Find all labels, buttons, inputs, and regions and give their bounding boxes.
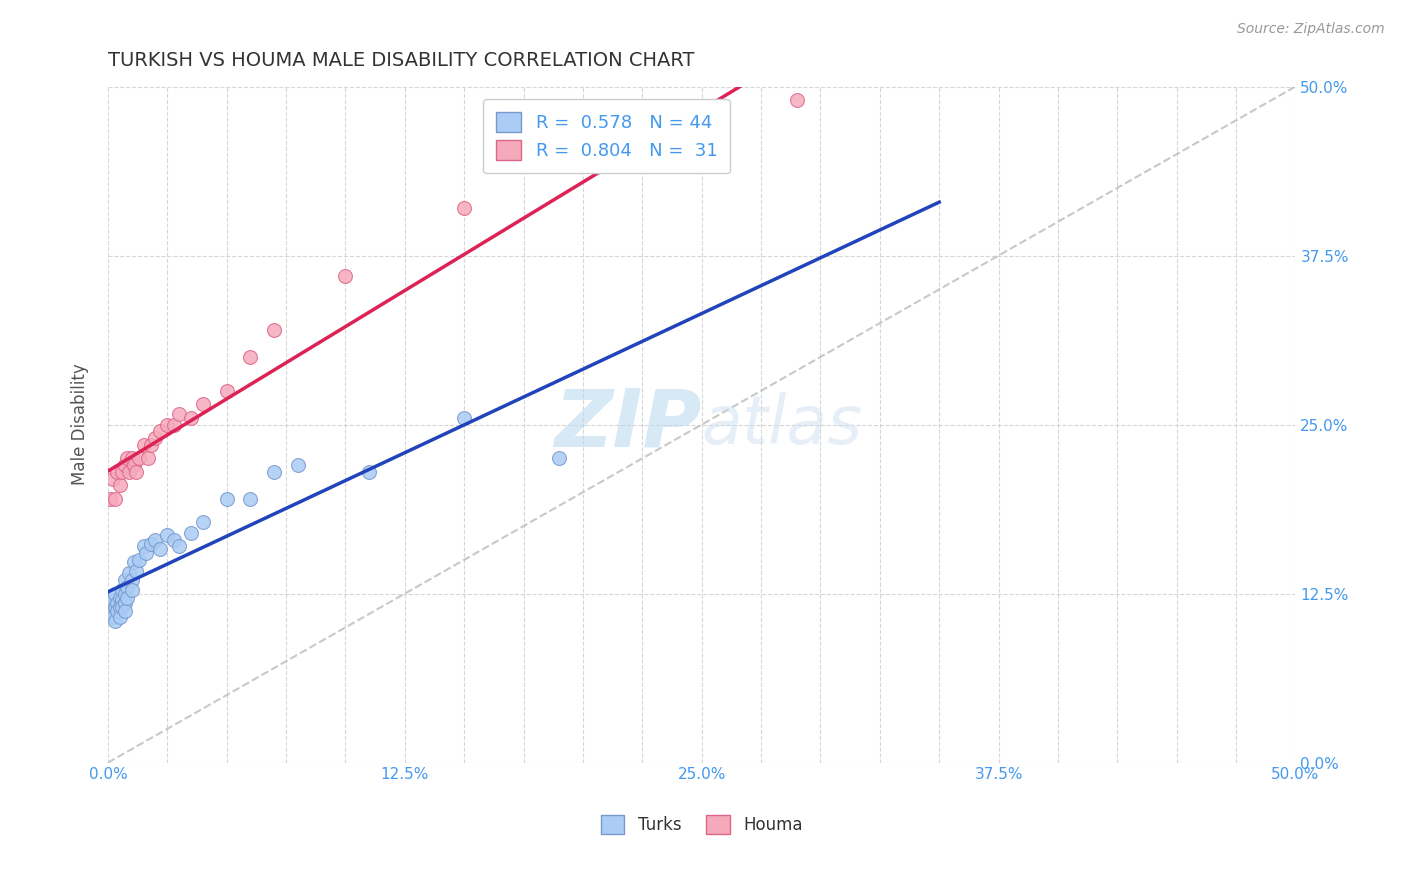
Point xyxy=(215,384,238,398)
Point xyxy=(104,600,127,615)
Point xyxy=(786,93,808,107)
Point xyxy=(121,582,143,597)
Point xyxy=(263,465,285,479)
Point xyxy=(107,465,129,479)
Point xyxy=(118,566,141,581)
Point xyxy=(163,533,186,547)
Point xyxy=(108,591,131,605)
Point xyxy=(111,600,134,615)
Point xyxy=(180,410,202,425)
Legend: Turks, Houma: Turks, Houma xyxy=(595,808,808,841)
Point xyxy=(111,465,134,479)
Y-axis label: Male Disability: Male Disability xyxy=(72,364,89,485)
Point xyxy=(548,451,571,466)
Point xyxy=(115,591,138,605)
Point xyxy=(128,451,150,466)
Point xyxy=(114,604,136,618)
Point xyxy=(239,350,262,364)
Point xyxy=(107,596,129,610)
Point xyxy=(104,491,127,506)
Point xyxy=(215,491,238,506)
Point xyxy=(132,539,155,553)
Point xyxy=(453,201,475,215)
Point xyxy=(145,431,167,445)
Text: atlas: atlas xyxy=(702,392,863,458)
Point xyxy=(114,586,136,600)
Point xyxy=(167,539,190,553)
Point xyxy=(139,438,162,452)
Point xyxy=(125,465,148,479)
Point xyxy=(115,580,138,594)
Point xyxy=(690,134,713,148)
Point xyxy=(107,604,129,618)
Point xyxy=(104,614,127,628)
Point xyxy=(572,153,595,168)
Point xyxy=(111,593,134,607)
Point xyxy=(180,525,202,540)
Point xyxy=(145,533,167,547)
Point xyxy=(191,515,214,529)
Text: Source: ZipAtlas.com: Source: ZipAtlas.com xyxy=(1237,22,1385,37)
Point xyxy=(263,323,285,337)
Text: TURKISH VS HOUMA MALE DISABILITY CORRELATION CHART: TURKISH VS HOUMA MALE DISABILITY CORRELA… xyxy=(108,51,695,70)
Point xyxy=(149,425,172,439)
Point xyxy=(156,528,179,542)
Point xyxy=(138,451,160,466)
Point xyxy=(98,491,121,506)
Point xyxy=(108,600,131,615)
Point xyxy=(156,417,179,432)
Point xyxy=(239,491,262,506)
Point xyxy=(108,478,131,492)
Point xyxy=(101,472,124,486)
Point xyxy=(191,397,214,411)
Point xyxy=(287,458,309,472)
Point xyxy=(122,458,145,472)
Point xyxy=(101,593,124,607)
Point xyxy=(115,451,138,466)
Point xyxy=(139,536,162,550)
Point xyxy=(125,564,148,578)
Point xyxy=(149,541,172,556)
Point xyxy=(111,582,134,597)
Point xyxy=(104,586,127,600)
Text: ZIP: ZIP xyxy=(554,385,702,464)
Point xyxy=(135,546,157,560)
Point xyxy=(114,458,136,472)
Point xyxy=(121,573,143,587)
Point xyxy=(132,438,155,452)
Point xyxy=(128,553,150,567)
Point xyxy=(453,410,475,425)
Point xyxy=(335,268,357,283)
Point xyxy=(163,417,186,432)
Point xyxy=(114,596,136,610)
Point xyxy=(122,556,145,570)
Point xyxy=(359,465,381,479)
Point xyxy=(98,607,121,621)
Point xyxy=(108,609,131,624)
Point xyxy=(101,609,124,624)
Point xyxy=(118,465,141,479)
Point xyxy=(121,451,143,466)
Point xyxy=(167,407,190,421)
Point xyxy=(98,600,121,615)
Point xyxy=(114,573,136,587)
